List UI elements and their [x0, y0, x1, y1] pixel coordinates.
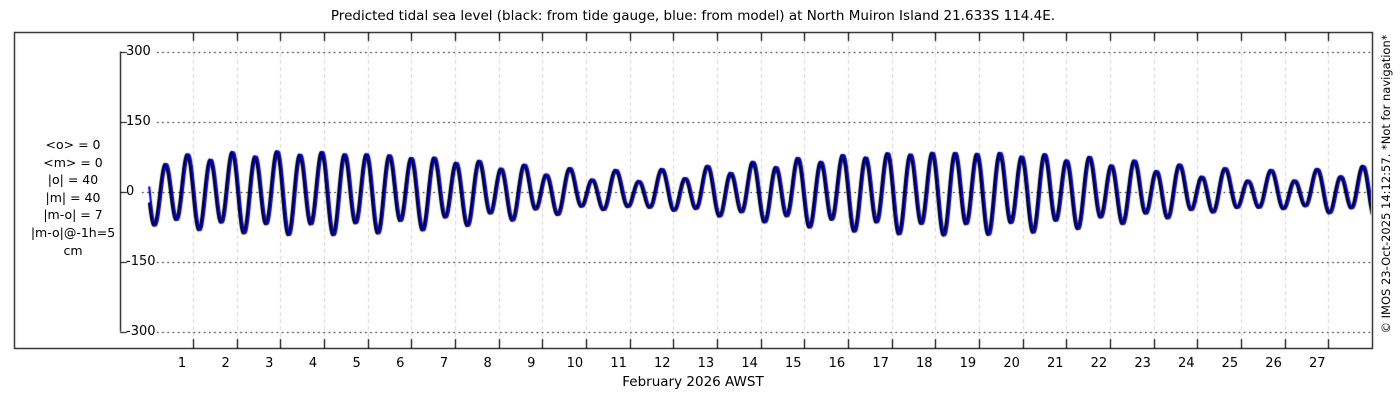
x-day-label: 20 [1003, 356, 1020, 371]
x-day-label: 25 [1221, 356, 1239, 371]
x-day-label: 1 [177, 356, 187, 371]
x-day-label: 2 [221, 356, 230, 371]
x-day-label: 22 [1090, 356, 1108, 371]
x-day-label: 23 [1134, 356, 1151, 371]
x-day-label: 5 [352, 356, 361, 371]
x-day-label: 19 [959, 356, 977, 371]
x-day-label: 17 [872, 356, 889, 371]
x-day-label: 11 [610, 356, 627, 371]
y-tick-label: 0 [126, 183, 135, 199]
x-day-label: 14 [741, 356, 758, 371]
stats-line: <m> = 0 [43, 154, 103, 170]
x-day-label: 18 [915, 356, 933, 371]
stats-line: |m| = 40 [45, 189, 101, 205]
x-day-label: 24 [1177, 356, 1195, 371]
x-day-label: 15 [784, 356, 802, 371]
x-day-label: 12 [653, 356, 671, 371]
stats-annotation: <o> = 0 <m> = 0 |o| = 40 |m| = 40 |m-o| = 7 |… [0, 136, 146, 259]
stats-line: cm [63, 242, 83, 258]
chart-title: Predicted tidal sea level (black: from t… [330, 8, 1056, 24]
x-day-label: 8 [483, 356, 492, 371]
x-day-label: 27 [1308, 356, 1326, 371]
y-tick-label: 150 [126, 113, 151, 129]
stats-line: <o> = 0 [45, 137, 101, 152]
stats-line: |o| = 40 [47, 172, 99, 188]
y-tick-label: -150 [126, 253, 156, 269]
x-day-label: 13 [697, 356, 715, 371]
x-day-label: 16 [828, 356, 846, 371]
x-day-label: 10 [566, 356, 584, 371]
x-day-label: 26 [1265, 356, 1282, 371]
x-day-label: 6 [396, 356, 405, 371]
y-tick-label: -300 [126, 323, 156, 339]
x-day-label: 21 [1046, 356, 1064, 371]
x-day-label: 3 [265, 356, 274, 371]
y-tick-label: 300 [126, 43, 151, 59]
watermark-text: © IMOS 23-Oct-2025 14:12:57. *Not for na… [1379, 34, 1393, 334]
x-day-label: 4 [308, 356, 318, 371]
x-day-label: 9 [527, 356, 536, 371]
x-axis-title: February 2026 AWST [622, 374, 764, 390]
x-day-label: 7 [439, 356, 449, 371]
stats-line: |m-o|@-1h=5 [30, 224, 116, 240]
stats-line: |m-o| = 7 [43, 207, 103, 223]
